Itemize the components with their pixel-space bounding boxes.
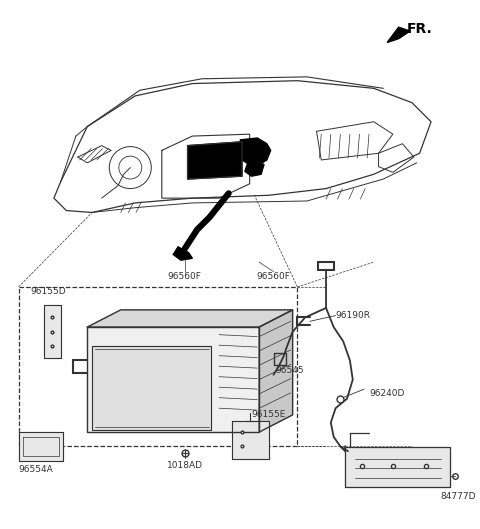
Polygon shape (19, 432, 63, 461)
Polygon shape (387, 27, 410, 42)
Polygon shape (44, 305, 60, 358)
Polygon shape (87, 327, 259, 432)
Text: 96554A: 96554A (19, 466, 53, 475)
Polygon shape (240, 138, 271, 165)
Bar (19, 287, 298, 446)
Polygon shape (188, 142, 242, 179)
Text: 96155E: 96155E (252, 409, 286, 419)
Polygon shape (173, 247, 192, 260)
Polygon shape (92, 346, 212, 430)
Text: 96240D: 96240D (369, 389, 404, 398)
Polygon shape (245, 160, 264, 176)
Polygon shape (232, 421, 269, 459)
Text: 1018AD: 1018AD (167, 461, 203, 470)
Polygon shape (87, 310, 293, 327)
Polygon shape (345, 448, 450, 487)
Polygon shape (259, 310, 293, 432)
Text: 96560F: 96560F (168, 272, 202, 281)
Text: 96545: 96545 (276, 366, 304, 375)
Text: 96560F: 96560F (257, 272, 290, 281)
Text: 96190R: 96190R (336, 311, 371, 320)
Text: FR.: FR. (407, 22, 433, 36)
Text: 96155D: 96155D (30, 287, 66, 296)
Text: 84777D: 84777D (441, 492, 476, 501)
